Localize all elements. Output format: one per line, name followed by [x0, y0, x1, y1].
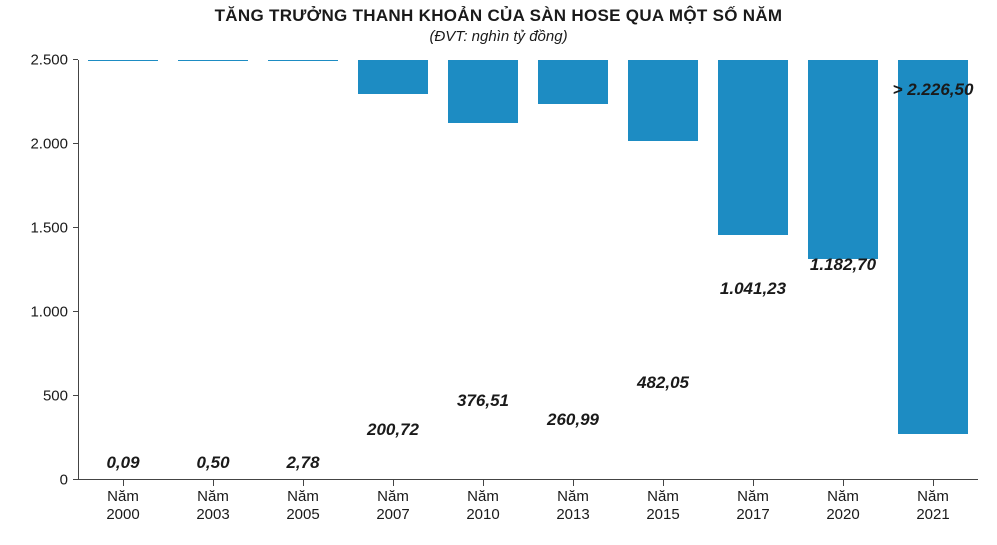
chart-title: TĂNG TRƯỞNG THANH KHOẢN CỦA SÀN HOSE QUA… [0, 6, 997, 26]
bar-slot: 1.041,23 [708, 60, 798, 480]
x-axis-label-line: Năm [618, 488, 708, 506]
bar [178, 60, 248, 61]
y-tick-label: 2.500 [30, 52, 78, 69]
bar-value-text: 0,09 [106, 453, 139, 472]
x-tick-mark [933, 480, 934, 486]
x-axis-label-line: 2017 [708, 506, 798, 524]
x-tick-mark [213, 480, 214, 486]
bar-inner-note: (6 thángđầu năm) [901, 436, 964, 471]
x-tick-mark [573, 480, 574, 486]
x-axis-label-line: 2007 [348, 506, 438, 524]
x-axis-label-line: Năm [258, 488, 348, 506]
bar-value-label: 260,99 [547, 410, 599, 430]
bar-value-text: 1.182,70 [810, 255, 876, 274]
bar [358, 60, 428, 94]
chart-subtitle: (ĐVT: nghìn tỷ đồng) [0, 28, 997, 45]
bar-value-text: 1.041,23 [720, 279, 786, 298]
x-axis-label-line: 2020 [798, 506, 888, 524]
x-axis-label: Năm2000 [78, 488, 168, 524]
x-tick-mark [843, 480, 844, 486]
bar [538, 60, 608, 104]
bar-value-label: 200,72 [367, 420, 419, 440]
bar-value-label: 1.041,23 [720, 279, 786, 299]
bar-slot: > 2.226,50 (6 thángđầu năm) [888, 60, 978, 480]
bar-inner-note-line: đầu năm) [901, 453, 964, 470]
bar-value-text: 482,05 [637, 373, 689, 392]
x-tick-mark [753, 480, 754, 486]
y-tick-label: 500 [43, 388, 78, 405]
bar-inner-note-line: (6 tháng [901, 436, 964, 453]
hose-liquidity-chart: TĂNG TRƯỞNG THANH KHOẢN CỦA SÀN HOSE QUA… [0, 0, 997, 545]
x-axis-label-line: Năm [438, 488, 528, 506]
x-axis-label: Năm2005 [258, 488, 348, 524]
bar-value-text: 376,51 [457, 391, 509, 410]
x-axis-label: Năm2003 [168, 488, 258, 524]
x-axis-label-line: Năm [168, 488, 258, 506]
x-tick-mark [483, 480, 484, 486]
x-axis-label: Năm2010 [438, 488, 528, 524]
x-tick-mark [123, 480, 124, 486]
bar-value-label: 1.182,70 [810, 255, 876, 275]
bar-value-label: 2,78 [286, 453, 319, 473]
x-axis-label-line: 2003 [168, 506, 258, 524]
x-axis-label-line: Năm [78, 488, 168, 506]
x-axis-labels: Năm2000Năm2003Năm2005Năm2007Năm2010Năm20… [78, 488, 978, 524]
bar-slot: 482,05 [618, 60, 708, 480]
x-axis-label: Năm2020 [798, 488, 888, 524]
bar [448, 60, 518, 123]
x-tick-mark [303, 480, 304, 486]
bar-value-text: 2.226,50 [907, 80, 973, 99]
bar-value-text: 0,50 [196, 453, 229, 472]
plot-area: 05001.0001.5002.0002.500 0,090,502,78200… [78, 60, 978, 480]
x-tick-mark [663, 480, 664, 486]
x-axis-label-line: Năm [708, 488, 798, 506]
bar [628, 60, 698, 141]
x-axis-label-line: 2021 [888, 506, 978, 524]
y-tick-label: 0 [60, 472, 78, 489]
bar-slot: 1.182,70 [798, 60, 888, 480]
x-axis-label-line: 2010 [438, 506, 528, 524]
x-axis-label-line: Năm [798, 488, 888, 506]
y-tick-label: 1.500 [30, 220, 78, 237]
bar [88, 60, 158, 61]
bar-value-label: 482,05 [637, 373, 689, 393]
x-tick-mark [393, 480, 394, 486]
bar-value-text: 260,99 [547, 410, 599, 429]
x-axis-label-line: 2013 [528, 506, 618, 524]
bar [898, 60, 968, 434]
bar-slot: 0,50 [168, 60, 258, 480]
x-axis-label: Năm2013 [528, 488, 618, 524]
x-axis-label-line: Năm [348, 488, 438, 506]
x-axis-label-line: 2015 [618, 506, 708, 524]
bar-value-text: 200,72 [367, 420, 419, 439]
bar-value-label: 0,50 [196, 453, 229, 473]
bar-value-label: 0,09 [106, 453, 139, 473]
bar [808, 60, 878, 259]
y-tick-label: 2.000 [30, 136, 78, 153]
x-axis-label-line: 2005 [258, 506, 348, 524]
x-axis-label: Năm2021 [888, 488, 978, 524]
x-axis-label: Năm2015 [618, 488, 708, 524]
bar [718, 60, 788, 235]
bar-slot: 376,51 [438, 60, 528, 480]
y-tick-label: 1.000 [30, 304, 78, 321]
x-axis-label: Năm2017 [708, 488, 798, 524]
bar-slot: 200,72 [348, 60, 438, 480]
bar-value-label: 376,51 [457, 391, 509, 411]
bar-value-label: > 2.226,50 [893, 80, 974, 100]
bar-slot: 260,99 [528, 60, 618, 480]
x-axis-label-line: Năm [528, 488, 618, 506]
bar-slot: 0,09 [78, 60, 168, 480]
bar [268, 60, 338, 61]
bars-row: 0,09 0,50 2,78 200,72 376,51 260,99 482,05 1.04… [78, 60, 978, 480]
bar-value-text: 2,78 [286, 453, 319, 472]
x-axis-label-line: 2000 [78, 506, 168, 524]
chart-title-block: TĂNG TRƯỞNG THANH KHOẢN CỦA SÀN HOSE QUA… [0, 6, 997, 45]
x-axis-label-line: Năm [888, 488, 978, 506]
bar-slot: 2,78 [258, 60, 348, 480]
x-axis-label: Năm2007 [348, 488, 438, 524]
bar-value-prefix: > [893, 80, 908, 99]
